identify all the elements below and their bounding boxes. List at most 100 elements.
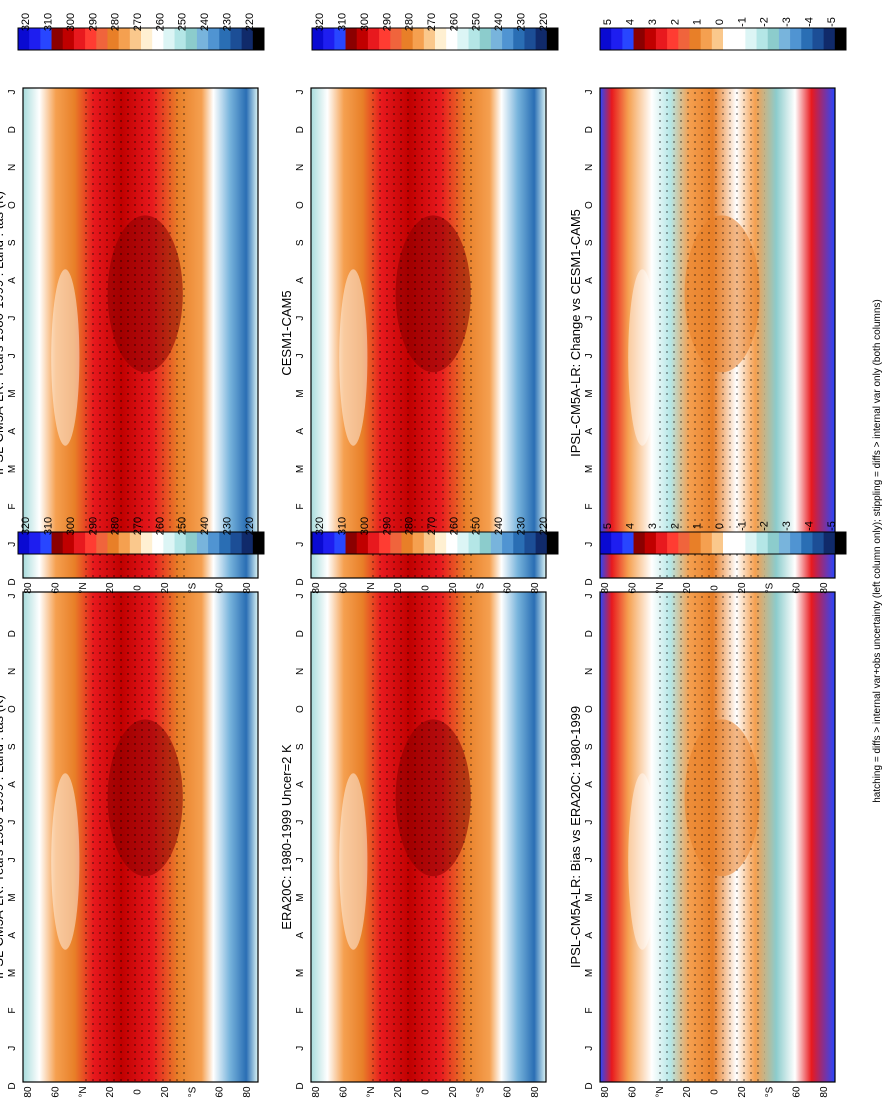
month-tick-label: M	[295, 969, 306, 977]
legend-swatch	[423, 532, 436, 554]
lat-tick-label: 60	[503, 1086, 514, 1098]
month-tick-label: J	[7, 857, 18, 862]
legend-swatch	[600, 532, 612, 554]
legend-swatch	[185, 532, 198, 554]
legend-swatch	[711, 532, 724, 554]
legend-swatch	[745, 532, 758, 554]
legend-swatch	[611, 28, 623, 50]
legend-swatch	[700, 28, 713, 50]
legend-label: -2	[759, 521, 771, 531]
legend-swatch	[196, 532, 209, 554]
panel-blob-2	[51, 773, 80, 950]
month-tick-label: S	[7, 239, 18, 246]
month-tick-label: O	[7, 705, 18, 713]
legend-swatch	[622, 28, 635, 50]
month-tick-label: N	[584, 164, 595, 171]
legend-swatch	[546, 532, 559, 554]
month-tick-label: F	[295, 504, 306, 510]
legend-frame	[311, 27, 559, 51]
legend-5: 5 4 3 2 1 0 -1 -2 -3 -4 -5	[599, 521, 847, 555]
month-tick-label: A	[7, 428, 18, 435]
legend-label: -1	[736, 521, 748, 531]
lat-tick-label: 0	[133, 585, 144, 591]
legend-swatch	[252, 28, 265, 50]
legend-swatch	[502, 28, 514, 50]
legend-swatch	[546, 28, 559, 50]
legend-label: -5	[826, 17, 838, 27]
legend-swatch	[644, 28, 657, 50]
legend-swatch	[356, 532, 369, 554]
month-tick-label: A	[584, 781, 595, 788]
month-tick-label: D	[295, 578, 306, 585]
month-tick-label: A	[295, 781, 306, 788]
legend-swatch	[129, 532, 142, 554]
panel-stippling	[81, 88, 188, 578]
month-tick-label: J	[7, 353, 18, 358]
legend-frame	[17, 27, 265, 51]
legend-swatch	[356, 28, 369, 50]
month-tick-label: J	[295, 353, 306, 358]
month-tick-label: J	[295, 820, 306, 825]
panel-title: CESM1-CAM5	[279, 290, 294, 375]
legend-swatch	[323, 28, 335, 50]
legend-label: 290	[87, 517, 99, 535]
legend-label: -4	[803, 17, 815, 27]
month-tick-label: S	[7, 743, 18, 750]
legend-label: 3	[647, 19, 659, 25]
legend-swatch	[689, 28, 702, 50]
legend-label: 280	[110, 517, 122, 535]
month-tick-label: J	[584, 820, 595, 825]
legend-swatch	[633, 532, 646, 554]
month-tick-label: D	[7, 578, 18, 585]
lat-tick-label: 60	[50, 1086, 61, 1098]
legend-label: 300	[65, 13, 77, 31]
month-tick-label: A	[584, 428, 595, 435]
legend-swatch	[790, 28, 802, 50]
legend-swatch	[62, 28, 75, 50]
lat-tick-label: 0	[710, 1089, 721, 1095]
legend-swatch	[535, 532, 548, 554]
legend-1: 320 310 300 290 280 270 260 250 240 230 220	[17, 517, 265, 555]
month-tick-label: A	[584, 932, 595, 939]
legend-swatch	[18, 532, 30, 554]
legend-swatch	[345, 532, 358, 554]
month-tick-label: J	[295, 857, 306, 862]
legend-swatch	[18, 28, 30, 50]
legend-label: 220	[538, 517, 550, 535]
legend-swatch	[401, 532, 414, 554]
legend-swatch	[96, 532, 108, 554]
legend-swatch	[778, 28, 791, 50]
legend-label: 220	[244, 13, 256, 31]
legend-swatch	[423, 28, 436, 50]
legend-swatch	[230, 28, 243, 50]
legend-swatch	[40, 532, 53, 554]
legend-label: 250	[471, 517, 483, 535]
legend-label: 280	[404, 13, 416, 31]
legend-swatch	[767, 532, 780, 554]
month-tick-label: D	[584, 578, 595, 585]
legend-swatch	[600, 28, 612, 50]
legend-label: 280	[404, 517, 416, 535]
legend-swatch	[655, 28, 668, 50]
panel-title: IPSL-CM5A-LR: Years 1980-1999 : Land : t…	[0, 695, 6, 979]
lat-tick-label: 80	[530, 1086, 541, 1098]
legend-swatch	[734, 28, 746, 50]
month-tick-label: J	[295, 1046, 306, 1051]
month-tick-label: N	[295, 164, 306, 171]
legend-swatch	[745, 28, 758, 50]
legend-swatch	[152, 532, 164, 554]
legend-swatch	[812, 532, 825, 554]
legend-swatch	[457, 532, 470, 554]
legend-label: 240	[493, 13, 505, 31]
legend-label: 320	[314, 13, 326, 31]
legend-swatch	[834, 532, 847, 554]
legend-label: 260	[448, 13, 460, 31]
legend-swatch	[667, 28, 679, 50]
month-tick-label: O	[584, 705, 595, 713]
legend-swatch	[644, 532, 657, 554]
legend-label: 0	[714, 19, 726, 25]
legend-label: -3	[781, 521, 793, 531]
legend-label: 260	[448, 517, 460, 535]
legend-label: -5	[826, 521, 838, 531]
legend-swatch	[62, 532, 75, 554]
